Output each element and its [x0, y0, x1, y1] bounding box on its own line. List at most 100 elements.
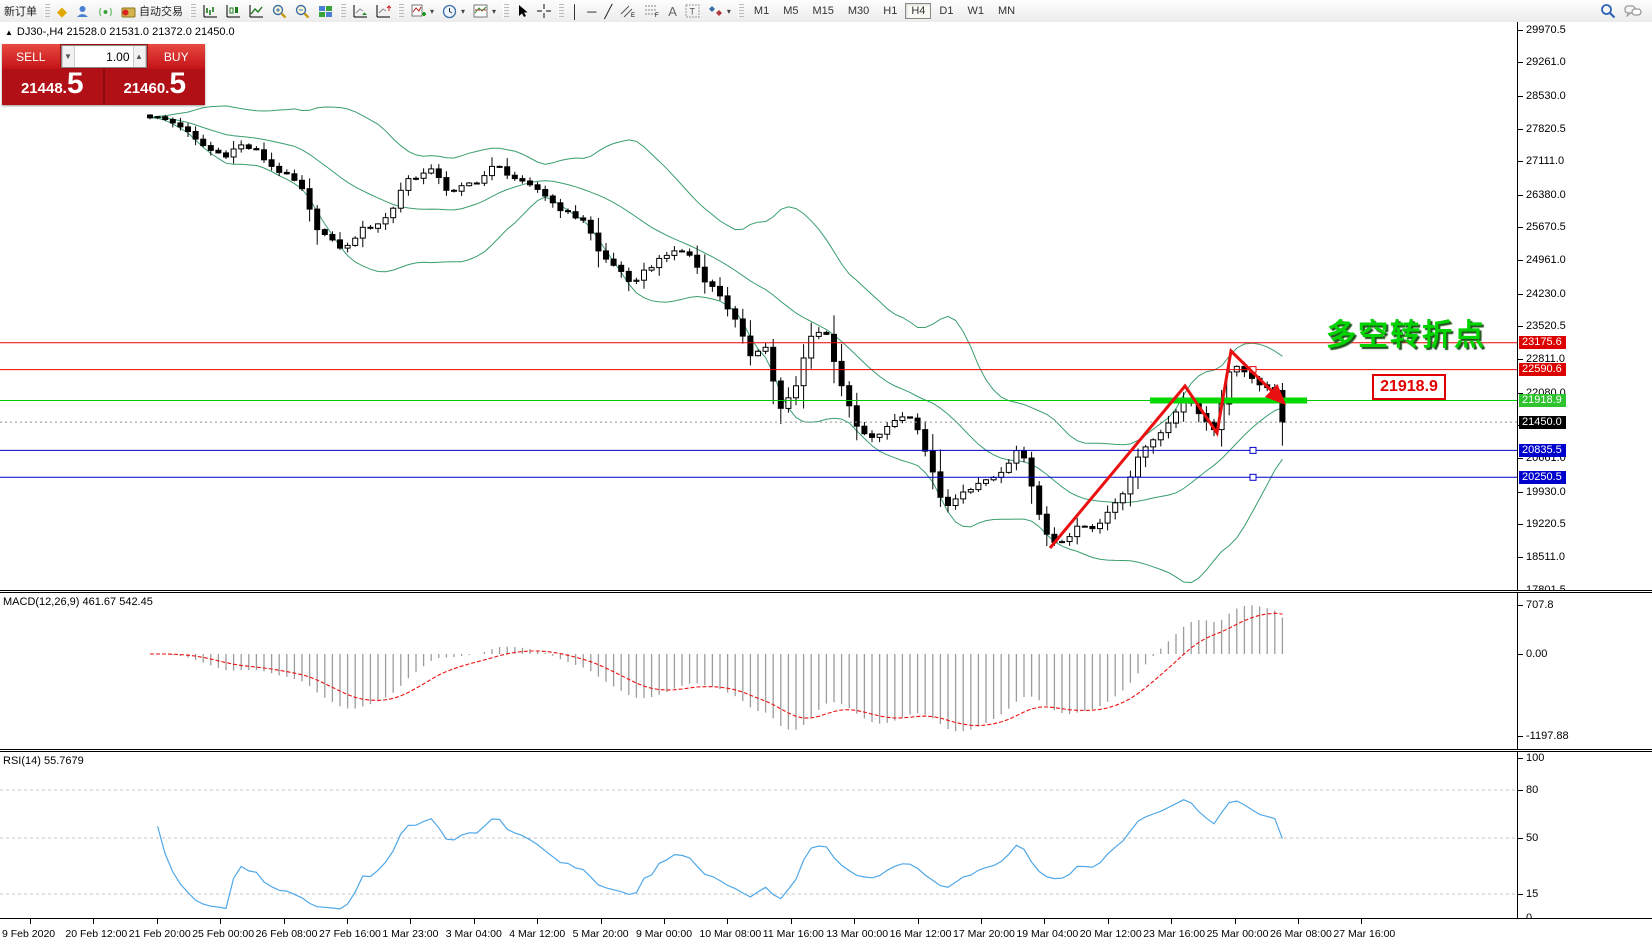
horizontal-line-tool[interactable]: ─ — [583, 1, 600, 21]
text-label-icon: T — [685, 4, 700, 18]
time-axis[interactable]: 9 Feb 2020 20 Feb 12:00 21 Feb 20:00 25 Feb… — [0, 918, 1652, 948]
clock-icon — [442, 4, 457, 18]
sell-button[interactable]: SELL — [2, 44, 60, 69]
dropdown-arrow-icon: ▾ — [492, 6, 497, 16]
main-chart-canvas[interactable]: 多空转折点 21918.9 — [0, 22, 1517, 590]
line-chart-mode-icon[interactable] — [245, 1, 268, 21]
price-tick: 25670.5 — [1518, 221, 1566, 234]
pane-divider[interactable] — [0, 749, 1652, 752]
vertical-line-tool[interactable]: │ — [567, 1, 583, 21]
add-indicator-button[interactable]: ▾ — [407, 1, 438, 21]
price-tick: 24961.0 — [1518, 254, 1566, 267]
timeframe-button-m1[interactable]: M1 — [753, 5, 770, 17]
price-tick: 27820.5 — [1518, 123, 1566, 136]
time-tick — [156, 919, 158, 924]
cursor-icon — [519, 5, 528, 17]
bar-chart-mode-icon[interactable] — [199, 1, 222, 21]
buy-price[interactable]: 21460. 5 — [104, 69, 205, 105]
collapse-trade-panel-icon[interactable]: ▲ — [5, 28, 13, 37]
channel-icon: E — [620, 5, 635, 18]
zoom-in-icon[interactable] — [268, 1, 291, 21]
new-order-button[interactable]: 新订单 — [0, 1, 41, 21]
search-icon — [1601, 4, 1616, 19]
time-tick — [537, 919, 539, 924]
rsi-label: RSI(14) 55.7679 — [3, 755, 84, 767]
main-price-axis[interactable]: 29970.5 29261.0 28530.0 27820.5 27111.0 26380… — [1517, 22, 1652, 596]
timeframe-button-m15[interactable]: M15 — [812, 5, 834, 17]
timeframe-button-w1[interactable]: W1 — [967, 5, 984, 17]
sell-price[interactable]: 21448. 5 — [2, 69, 105, 105]
timeframe-group: M1 M5 M15 M30 H1 H4 D1 W1 MN — [747, 3, 1022, 19]
gold-gem-icon[interactable]: ◆ — [57, 3, 67, 19]
price-tick: 29970.5 — [1518, 24, 1566, 37]
horizontal-line-icon: ─ — [587, 3, 597, 19]
templates-button[interactable]: ▾ — [469, 1, 500, 21]
timeframe-button-h1[interactable]: H1 — [883, 5, 898, 17]
volume-increase-button[interactable]: ▲ — [132, 46, 146, 67]
time-tick — [283, 919, 285, 924]
time-label: 13 Mar 00:00 — [826, 928, 889, 940]
time-label: 1 Mar 23:00 — [382, 928, 439, 940]
cursor-tool[interactable] — [512, 1, 533, 21]
timeframe-button-mn[interactable]: MN — [997, 5, 1016, 17]
timeframe-button-h4[interactable]: H4 — [905, 3, 932, 19]
rsi-pane[interactable]: RSI(14) 55.7679 — [0, 752, 1517, 918]
time-tick — [220, 919, 222, 924]
svg-text:F: F — [655, 13, 659, 18]
search-button[interactable] — [1596, 1, 1620, 21]
candlestick-mode-icon[interactable] — [222, 1, 245, 21]
price-level-label: 23175.6 — [1519, 336, 1566, 350]
turning-point-annotation[interactable]: 多空转折点 — [1326, 319, 1486, 352]
price-level-label: 22590.6 — [1519, 363, 1566, 377]
price-tick: 28530.0 — [1518, 90, 1566, 103]
macd-pane[interactable]: MACD(12,26,9) 461.67 542.45 — [0, 593, 1517, 749]
time-label: 17 Mar 20:00 — [953, 928, 1015, 940]
trendline-tool[interactable]: ╱ — [600, 1, 616, 21]
pane-divider[interactable] — [0, 590, 1652, 593]
auto-trading-button[interactable]: 自动交易 — [117, 1, 187, 21]
arrows-tool[interactable]: ▾ — [704, 1, 735, 21]
text-label-tool[interactable]: T — [681, 1, 704, 21]
time-label: 26 Feb 08:00 — [255, 928, 318, 940]
fibonacci-tool[interactable]: F — [640, 1, 664, 21]
time-tick — [410, 919, 412, 924]
time-tick — [727, 919, 729, 924]
price-tick: 24230.0 — [1518, 288, 1566, 301]
time-tick — [1171, 919, 1173, 924]
periods-button[interactable]: ▾ — [438, 1, 469, 21]
chat-icon — [1624, 4, 1642, 17]
signals-icon[interactable] — [94, 1, 117, 21]
timeframe-button-m5[interactable]: M5 — [783, 5, 799, 17]
rsi-tick: 100 — [1518, 752, 1544, 765]
time-tick — [917, 919, 919, 924]
channel-tool[interactable]: E — [616, 1, 640, 21]
time-tick — [30, 919, 31, 924]
toolbar-grip — [190, 4, 196, 18]
level-price-box[interactable]: 21918.9 — [1372, 374, 1446, 400]
time-tick — [1298, 919, 1299, 924]
volume-stepper: ▼ ▲ — [60, 45, 147, 68]
buy-button[interactable]: BUY — [147, 44, 205, 69]
chat-button[interactable] — [1620, 1, 1646, 21]
auto-scroll-icon[interactable] — [349, 1, 372, 21]
chart-shift-icon[interactable] — [372, 1, 395, 21]
tile-windows-icon[interactable] — [314, 1, 337, 21]
macd-axis[interactable]: 707.8 0.00 -1197.88 — [1517, 593, 1652, 749]
community-icon[interactable] — [71, 1, 94, 21]
volume-decrease-button[interactable]: ▼ — [61, 46, 75, 67]
auto-trading-icon — [121, 7, 136, 17]
zoom-out-icon[interactable] — [291, 1, 314, 21]
timeframe-button-d1[interactable]: D1 — [939, 5, 954, 17]
dropdown-arrow-icon: ▾ — [726, 6, 731, 16]
timeframe-button-m30[interactable]: M30 — [847, 5, 870, 17]
text-tool[interactable]: A — [664, 1, 681, 21]
time-label: 20 Mar 12:00 — [1079, 928, 1142, 940]
crosshair-tool[interactable] — [533, 1, 555, 21]
price-tick: 29261.0 — [1518, 56, 1566, 69]
toolbar-grip — [340, 4, 346, 18]
volume-input[interactable] — [74, 46, 133, 67]
new-order-label: 新订单 — [4, 6, 37, 18]
time-label: 9 Feb 2020 — [2, 928, 56, 940]
rsi-axis[interactable]: 1008050150 — [1517, 752, 1652, 924]
